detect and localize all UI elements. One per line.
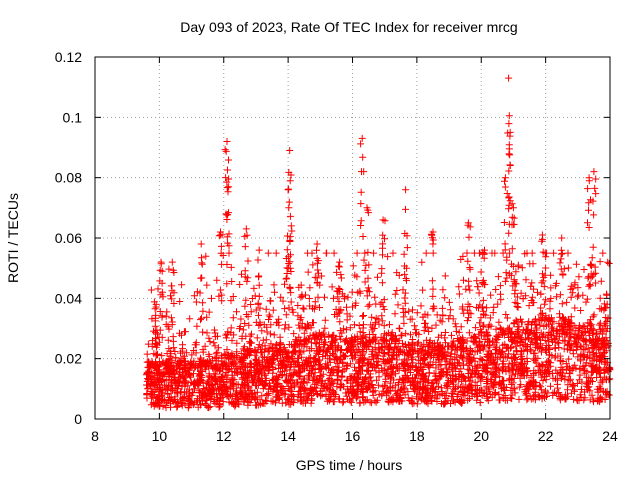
x-tick-label: 16 (345, 428, 361, 444)
x-tick-label: 24 (602, 428, 618, 444)
x-tick-label: 20 (473, 428, 489, 444)
x-tick-label: 8 (91, 428, 99, 444)
x-tick-label: 12 (216, 428, 232, 444)
x-tick-label: 10 (152, 428, 168, 444)
chart-title: Day 093 of 2023, Rate Of TEC Index for r… (180, 19, 517, 35)
y-tick-label: 0.06 (55, 230, 82, 246)
y-tick-labels: 0 0.02 0.04 0.06 0.08 0.1 0.12 (55, 49, 82, 427)
x-tick-labels: 8 10 12 14 16 18 20 22 24 (91, 428, 618, 444)
x-tick-label: 22 (538, 428, 554, 444)
grid-lines (95, 57, 610, 419)
y-tick-label: 0.08 (55, 170, 82, 186)
x-tick-label: 18 (409, 428, 425, 444)
roti-series-markers (143, 74, 614, 412)
axis-ticks (94, 56, 611, 420)
y-tick-label: 0 (74, 411, 82, 427)
y-axis-label: ROTI / TECUs (5, 193, 21, 283)
y-tick-label: 0.1 (63, 109, 83, 125)
x-axis-label: GPS time / hours (296, 457, 403, 473)
x-tick-label: 14 (280, 428, 296, 444)
y-tick-label: 0.04 (55, 290, 82, 306)
y-tick-label: 0.02 (55, 351, 82, 367)
y-tick-label: 0.12 (55, 49, 82, 65)
data-points (143, 74, 614, 412)
